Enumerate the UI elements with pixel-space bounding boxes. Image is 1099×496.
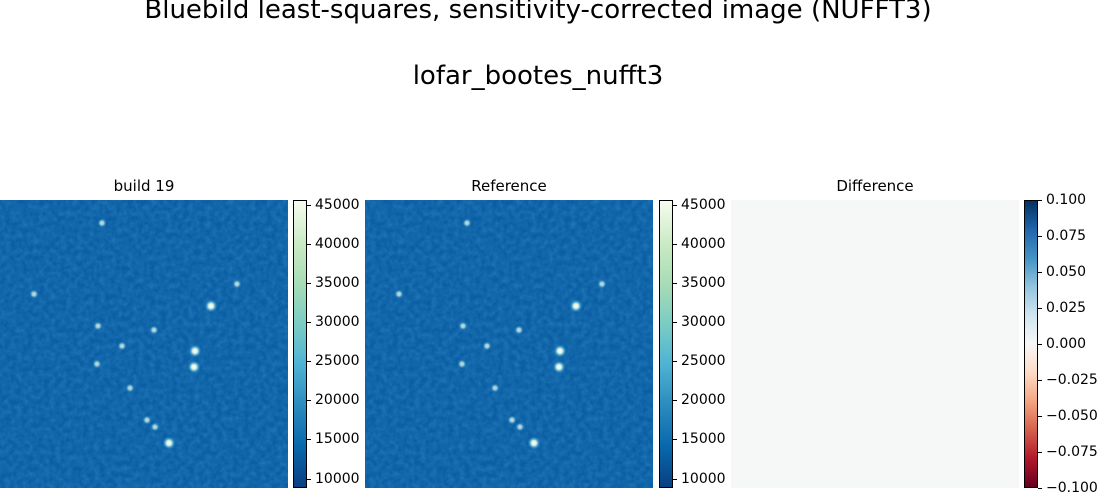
point-source: [187, 360, 201, 374]
colorbar-tick-mark: [1038, 416, 1042, 417]
colorbar-tick-mark: [673, 439, 677, 440]
colorbar-tick-label: 25000: [681, 353, 726, 370]
colorbar-tick-mark: [307, 244, 311, 245]
point-source: [597, 279, 607, 289]
colorbar-difference: [1024, 200, 1038, 488]
point-source: [482, 341, 492, 351]
panel-title-difference: Difference: [836, 177, 914, 195]
colorbar-tick-mark: [1038, 380, 1042, 381]
colorbar-tick-label: −0.100: [1046, 480, 1098, 496]
heatmap-noise-texture: [365, 200, 653, 488]
colorbar-tick-mark: [307, 400, 311, 401]
colorbar-tick-mark: [307, 479, 311, 480]
colorbar-tick-label: 15000: [681, 431, 726, 448]
colorbar-tick-mark: [673, 361, 677, 362]
point-source: [507, 415, 517, 425]
point-source: [92, 359, 102, 369]
point-source: [514, 325, 524, 335]
figure-title: Bluebild least-squares, sensitivity-corr…: [144, 0, 932, 25]
colorbar-tick-mark: [307, 439, 311, 440]
point-source: [125, 383, 135, 393]
colorbar-tick-mark: [1038, 236, 1042, 237]
colorbar-tick-label: 20000: [315, 392, 360, 409]
colorbar-tick-label: 25000: [315, 353, 360, 370]
colorbar-tick-label: 0.100: [1046, 192, 1087, 208]
colorbar-tick-mark: [673, 479, 677, 480]
colorbar-tick-mark: [1038, 452, 1042, 453]
point-source: [458, 321, 468, 331]
colorbar-tick-mark: [673, 283, 677, 284]
point-source: [462, 218, 472, 228]
colorbar-tick-label: 35000: [315, 274, 360, 291]
colorbar-tick-mark: [673, 322, 677, 323]
colorbar-tick-label: 0.050: [1046, 264, 1087, 280]
point-source: [490, 383, 500, 393]
point-source: [188, 344, 202, 358]
colorbar-tick-mark: [673, 400, 677, 401]
colorbar-tick-mark: [307, 205, 311, 206]
colorbar-tick-label: 30000: [681, 314, 726, 331]
colorbar-tick-label: 35000: [681, 274, 726, 291]
point-source: [394, 289, 404, 299]
figure-subtitle: lofar_bootes_nufft3: [412, 61, 664, 91]
point-source: [142, 415, 152, 425]
heatmap-build: [0, 200, 288, 488]
colorbar-tick-label: −0.075: [1046, 444, 1098, 460]
colorbar-tick-label: 15000: [315, 431, 360, 448]
panel-title-build: build 19: [113, 177, 175, 195]
colorbar-tick-mark: [307, 361, 311, 362]
colorbar-tick-label: 45000: [681, 196, 726, 213]
point-source: [569, 299, 583, 313]
colorbar-tick-mark: [1038, 272, 1042, 273]
colorbar-tick-label: 0.025: [1046, 300, 1087, 316]
colorbar-tick-label: 30000: [315, 314, 360, 331]
colorbar-tick-label: 10000: [315, 470, 360, 487]
colorbar-tick-label: 40000: [681, 235, 726, 252]
point-source: [553, 344, 567, 358]
colorbar-tick-mark: [673, 244, 677, 245]
colorbar-tick-mark: [307, 322, 311, 323]
point-source: [527, 436, 541, 450]
heatmap-noise-texture: [0, 200, 288, 488]
heatmap-reference: [365, 200, 653, 488]
point-source: [515, 422, 525, 432]
colorbar-tick-mark: [1038, 308, 1042, 309]
colorbar-tick-label: 40000: [315, 235, 360, 252]
point-source: [93, 321, 103, 331]
point-source: [232, 279, 242, 289]
colorbar-tick-mark: [673, 205, 677, 206]
colorbar-tick-mark: [1038, 488, 1042, 489]
colorbar-reference: [659, 200, 673, 488]
colorbar-tick-label: 0.075: [1046, 228, 1087, 244]
colorbar-tick-label: 45000: [315, 196, 360, 213]
colorbar-tick-label: −0.050: [1046, 408, 1098, 424]
point-source: [204, 299, 218, 313]
colorbar-tick-mark: [1038, 344, 1042, 345]
point-source: [117, 341, 127, 351]
point-source: [29, 289, 39, 299]
colorbar-tick-mark: [307, 283, 311, 284]
colorbar-tick-label: 0.000: [1046, 336, 1087, 352]
panel-title-reference: Reference: [471, 177, 547, 195]
colorbar-build: [293, 200, 307, 488]
point-source: [457, 359, 467, 369]
point-source: [162, 436, 176, 450]
point-source: [97, 218, 107, 228]
colorbar-tick-label: 10000: [681, 470, 726, 487]
point-source: [149, 325, 159, 335]
heatmap-difference: [731, 200, 1019, 488]
colorbar-tick-label: −0.025: [1046, 372, 1098, 388]
point-source: [552, 360, 566, 374]
colorbar-tick-mark: [1038, 200, 1042, 201]
colorbar-tick-label: 20000: [681, 392, 726, 409]
point-source: [150, 422, 160, 432]
